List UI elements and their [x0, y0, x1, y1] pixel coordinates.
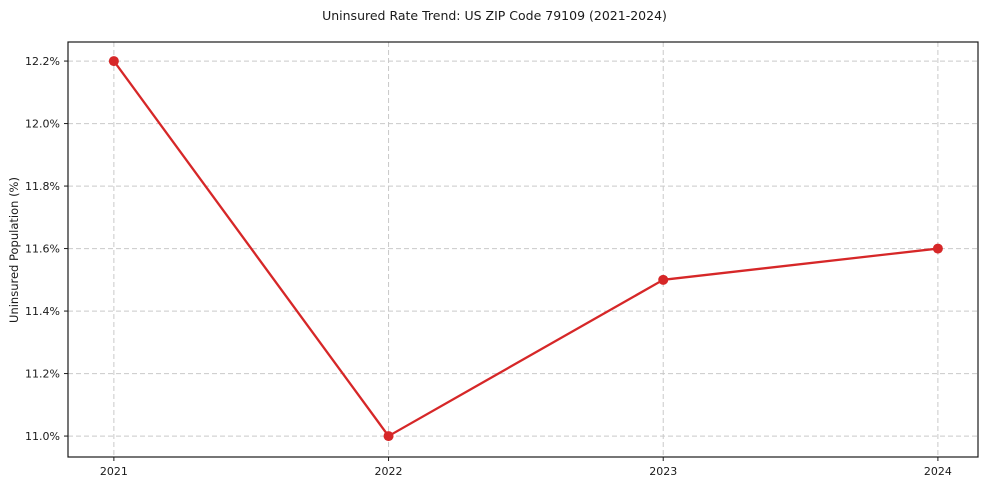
y-tick-label: 11.0%: [25, 430, 60, 443]
data-point: [932, 243, 943, 254]
y-tick-label: 12.2%: [25, 55, 60, 68]
x-tick-label: 2021: [100, 465, 128, 478]
data-point: [658, 274, 669, 285]
y-axis-label: Uninsured Population (%): [7, 177, 21, 323]
y-tick-label: 11.2%: [25, 368, 60, 381]
x-tick-label: 2024: [924, 465, 952, 478]
y-tick-label: 11.4%: [25, 305, 60, 318]
x-tick-label: 2022: [375, 465, 403, 478]
data-point: [108, 56, 119, 67]
x-tick-label: 2023: [649, 465, 677, 478]
y-tick-label: 11.6%: [25, 243, 60, 256]
data-point: [383, 431, 394, 442]
y-tick-label: 11.8%: [25, 180, 60, 193]
trend-line: [112, 59, 940, 438]
chart-title: Uninsured Rate Trend: US ZIP Code 79109 …: [322, 8, 667, 23]
plot-border: [67, 41, 979, 458]
y-tick-label: 12.0%: [25, 118, 60, 131]
